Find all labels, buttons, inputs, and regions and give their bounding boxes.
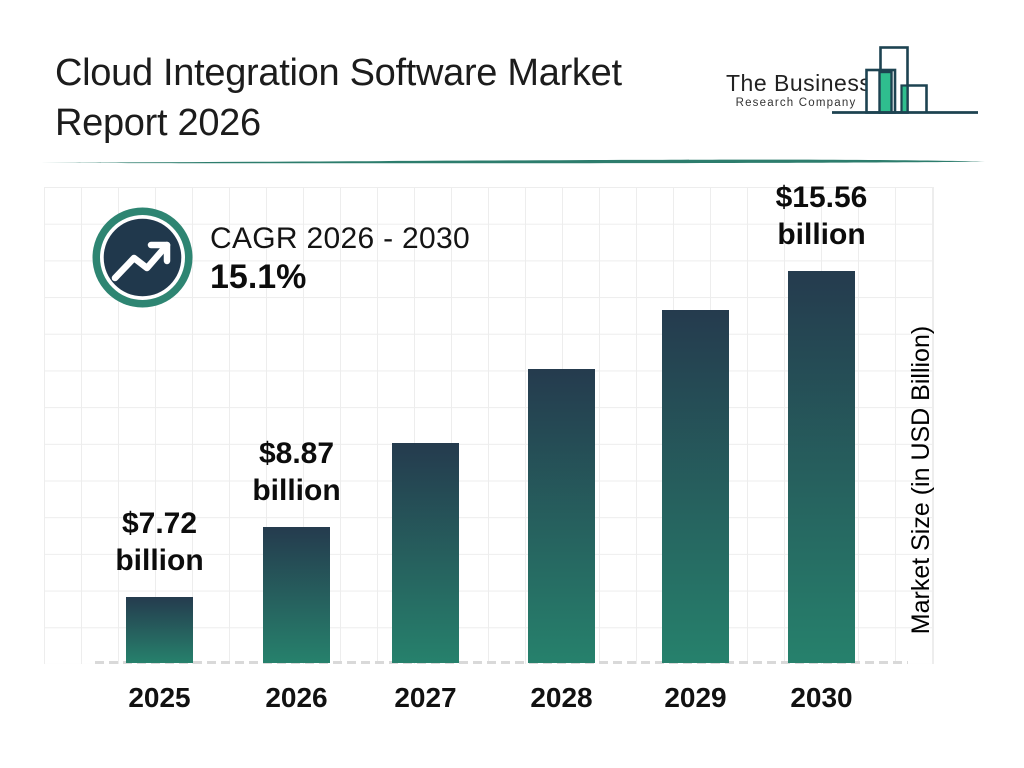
chart-grid [44,187,934,664]
x-axis-baseline [95,661,908,664]
bar-2030 [788,271,855,663]
y-axis-label: Market Size (in USD Billion) [907,325,935,635]
page-title-line1: Cloud Integration Software Market [55,52,622,94]
page-title-line2: Report 2026 [55,102,261,144]
divider [40,159,985,164]
bar-2029 [662,310,729,663]
logo-bars-icon [832,46,978,114]
x-tick-2030: 2030 [790,682,853,713]
company-logo-text: The Business Research Company [726,70,872,109]
value-label-2025: $7.72 billion [115,507,204,577]
bar-2025 [126,597,193,663]
company-subtitle: Research Company [735,97,857,109]
cagr-value: 15.1% [210,258,307,296]
company-logo: The Business Research Company [726,35,990,127]
cagr-label: CAGR 2026 - 2030 [210,222,470,255]
x-tick-2026: 2026 [265,682,328,713]
trend-up-icon [92,207,193,308]
x-tick-2025: 2025 [128,682,191,713]
company-name: The Business [726,70,872,96]
x-tick-2028: 2028 [530,682,593,713]
x-tick-2027: 2027 [394,682,457,713]
page-title: Cloud Integration Software Market Report… [55,48,622,148]
bar-2027 [392,443,459,663]
x-tick-2029: 2029 [664,682,727,713]
bar-2028 [528,369,595,663]
bar-2026 [263,527,330,663]
value-label-2026: $8.87 billion [252,437,341,507]
value-label-2030: $15.56 billion [775,181,868,251]
